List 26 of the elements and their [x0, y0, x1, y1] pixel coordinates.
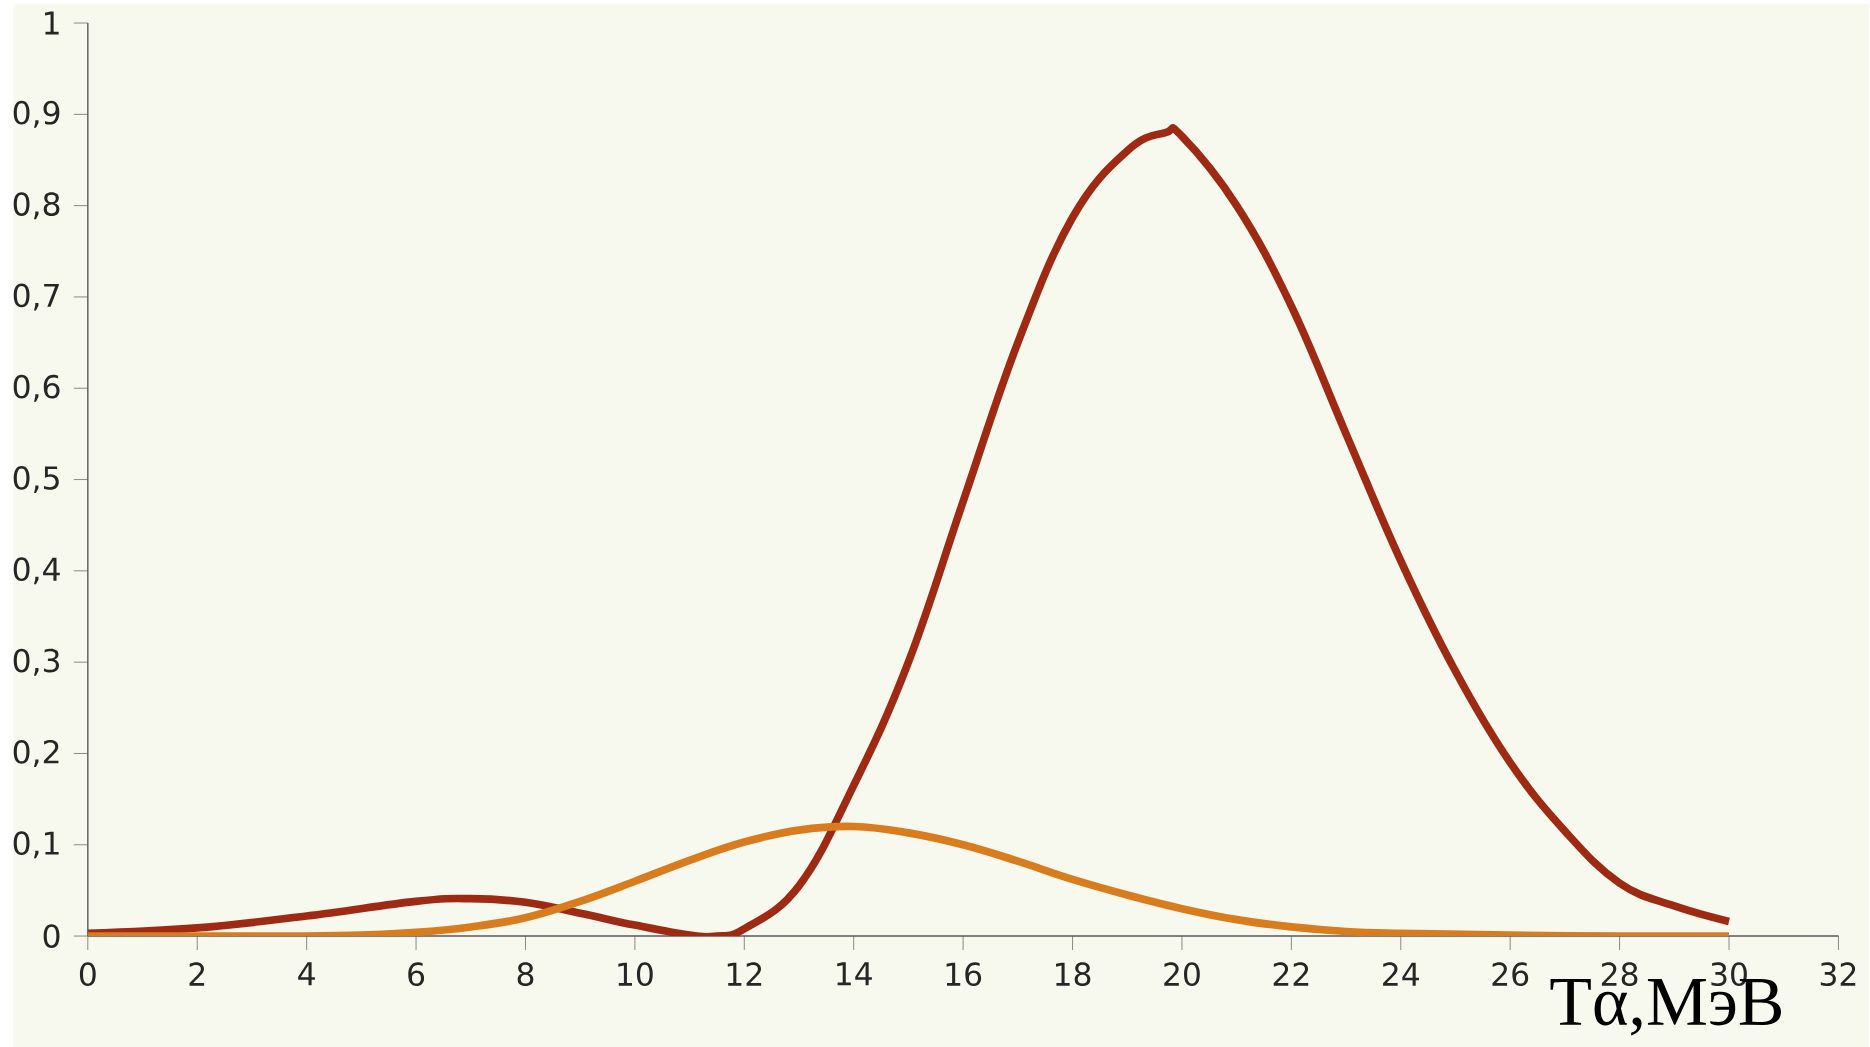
y-tick-label: 0 — [43, 924, 60, 948]
y-tick-label: 0,9 — [13, 100, 60, 128]
y-tick-label: 0,1 — [13, 831, 59, 859]
x-tick-label: 24 — [1383, 962, 1419, 986]
x-tick-label: 22 — [1273, 962, 1309, 986]
x-tick-label: 6 — [408, 962, 425, 986]
x-tick-label: 0 — [79, 962, 96, 986]
y-tick-label: 0,6 — [13, 374, 60, 402]
y-tick-label: 0,4 — [13, 557, 60, 585]
x-tick-label: 20 — [1164, 962, 1200, 986]
x-tick-label: 2 — [189, 962, 205, 986]
x-tick-label: 12 — [727, 962, 762, 986]
x-tick-label: 14 — [837, 962, 872, 986]
y-tick-label: 0,3 — [13, 648, 60, 676]
x-tick-label: 32 — [1820, 962, 1856, 986]
y-tick-label: 1 — [45, 11, 59, 35]
x-tick-label: 8 — [517, 962, 534, 986]
y-tick-label: 0,2 — [13, 739, 59, 767]
x-tick-label: 10 — [618, 962, 653, 986]
y-tick-label: 0,5 — [13, 465, 59, 493]
y-tick-label: 0,7 — [13, 283, 59, 311]
x-tick-label: 18 — [1056, 962, 1091, 986]
x-tick-label: 26 — [1492, 962, 1529, 986]
x-tick-label: 4 — [298, 962, 315, 986]
x-tick-label: 16 — [946, 962, 982, 986]
y-tick-label: 0,8 — [13, 192, 60, 220]
